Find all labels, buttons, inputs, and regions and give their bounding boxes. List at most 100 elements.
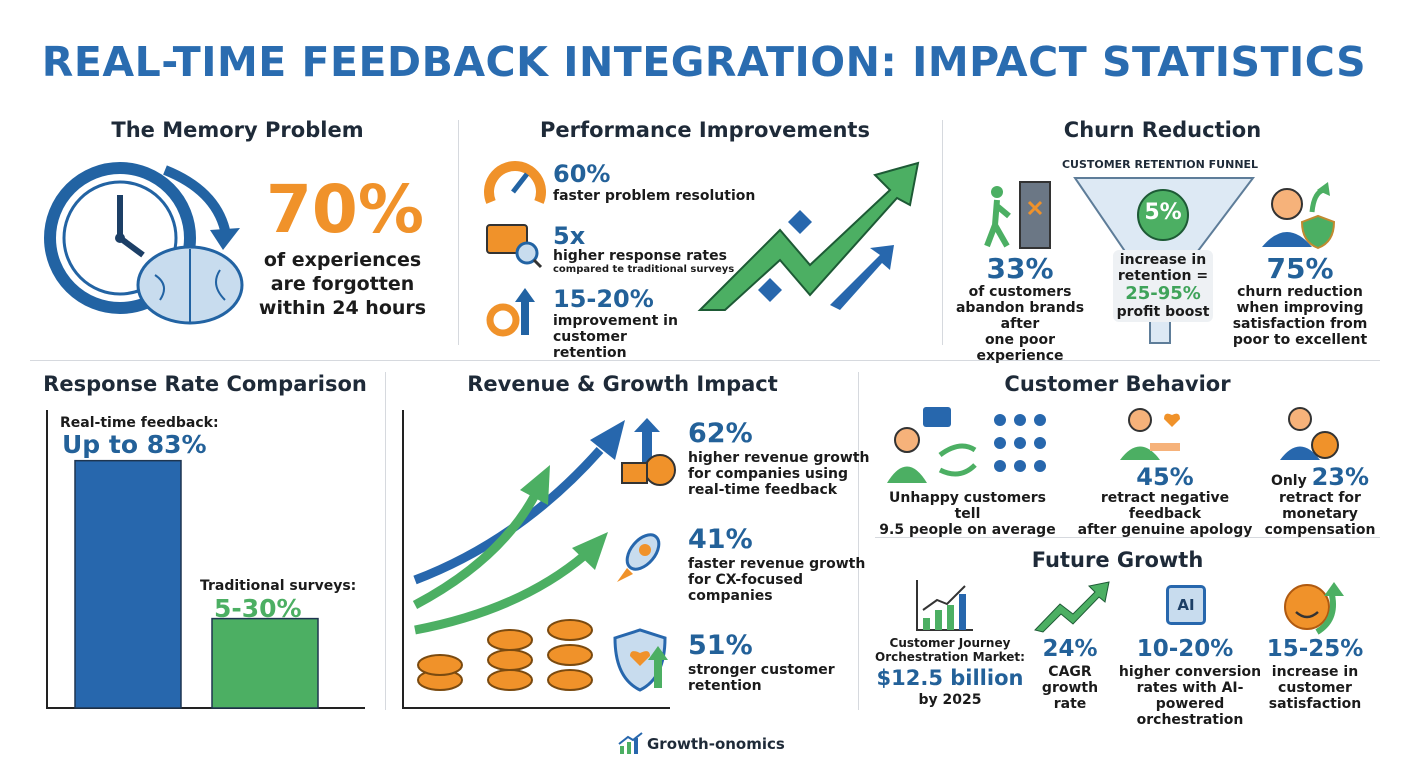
stat-value: 60% (553, 160, 611, 188)
stat-prelabel: Customer Journey Orchestration Market: (875, 636, 1025, 664)
happy-customer-shield-icon (1262, 182, 1336, 250)
stat-value: 5x (553, 222, 586, 250)
text-line: satisfaction from (1232, 316, 1368, 332)
revenue-heading: Revenue & Growth Impact (467, 372, 778, 396)
brain-icon (136, 245, 244, 325)
text-line: 9.5 people on average (879, 522, 1056, 538)
divider (942, 120, 943, 345)
text-line: within 24 hours (258, 297, 427, 319)
text-line: of experiences (263, 249, 422, 271)
text-line: higher revenue growth (688, 450, 870, 466)
text-line: retention (688, 678, 762, 694)
page-title: REAL-TIME FEEDBACK INTEGRATION: IMPACT S… (41, 38, 1367, 86)
handshake-heart-icon (1120, 408, 1180, 460)
stat-prefix: Only (1270, 473, 1312, 489)
revenue-growth-arrows-illustration (402, 410, 670, 709)
text-line: real-time feedback (688, 482, 838, 498)
stat-value: 23% (1311, 463, 1370, 491)
text-line: increase in (1271, 664, 1359, 680)
stat-value: 45% (1136, 463, 1194, 491)
text-line: retract negative feedback (1100, 490, 1230, 522)
divider (858, 372, 859, 710)
stat-value-line: Only 23% (1255, 463, 1385, 491)
text-line: are forgotten (270, 273, 415, 295)
brand-logo-icon (618, 732, 643, 754)
performance-heading: Performance Improvements (540, 118, 870, 142)
text-line: customer (1278, 680, 1352, 696)
bar-1 (74, 459, 182, 709)
text-line: increase in (1119, 252, 1207, 268)
divider (875, 537, 1380, 538)
memory-text: of experiences are forgotten within 24 h… (245, 248, 440, 320)
stat-value: 62% (688, 418, 753, 449)
shield-heart-icon (613, 628, 668, 692)
profit-stat: 25-95% (1125, 283, 1201, 304)
text-line: retract for monetary (1279, 490, 1361, 522)
text-line: for CX-focused (688, 572, 804, 588)
stat-label: faster revenue growth for CX-focused compa… (688, 556, 865, 604)
growth-arrow-icon (697, 161, 920, 311)
response-heading: Response Rate Comparison (43, 372, 367, 396)
market-chart-icon (916, 580, 973, 631)
stat-label: retract negative feedback after genuine a… (1065, 490, 1265, 538)
coins-arrow-icon (621, 418, 676, 486)
stat-value: 10-20% (1136, 636, 1234, 662)
text-line: for companies using (688, 466, 849, 482)
brand-name: Growth-onomics (647, 735, 785, 753)
text-line: CAGR growth (1041, 664, 1099, 696)
funnel-caption: increase in retention = 25-95% profit bo… (1113, 250, 1213, 322)
bar-category-label: Real-time feedback: (60, 415, 219, 431)
stat-value: 24% (1042, 636, 1098, 662)
stat-label: stronger customer retention (688, 662, 835, 694)
stat-label: higher conversion rates with AI-powered or… (1115, 664, 1265, 728)
stat-value: 15-20% (553, 285, 654, 313)
text-line: of customers (968, 284, 1072, 300)
response-bar-chart (46, 410, 365, 709)
text-line: compensation (1264, 522, 1376, 538)
rocket-icon (617, 533, 661, 582)
stat-sublabel: compared te traditional surveys (553, 264, 735, 275)
bar-2 (211, 617, 319, 709)
text-line: retention = (1117, 268, 1209, 284)
chat-search-icon (486, 224, 543, 269)
churn-heading: Churn Reduction (1063, 118, 1262, 142)
ai-chip-icon: AI (1166, 585, 1206, 625)
stat-label: Unhappy customers tell 9.5 people on aver… (875, 490, 1060, 538)
text-line: when improving (1236, 300, 1364, 316)
text-line: companies (688, 588, 773, 604)
speedometer-icon (484, 161, 546, 204)
stat-label: retract for monetary compensation (1245, 490, 1395, 538)
stat-value: 15-25% (1266, 636, 1364, 662)
stat-label: of customers abandon brands after one poor… (945, 284, 1095, 364)
memory-stat: 70% (266, 171, 424, 248)
text-line: abandon brands after (955, 300, 1085, 332)
stat-label: higher revenue growth for companies using… (688, 450, 870, 498)
stat-label: improvement in customer retention (553, 313, 678, 361)
memory-heading: The Memory Problem (111, 118, 364, 142)
walking-out-door-icon (984, 181, 1051, 249)
text-line: Customer Journey (889, 636, 1011, 650)
stat-value: $12.5 billion (876, 666, 1024, 690)
behavior-heading: Customer Behavior (1004, 372, 1231, 396)
gear-arrow-icon (486, 288, 535, 337)
text-line: stronger customer (688, 662, 835, 678)
stat-label: churn reduction when improving satisfactio… (1230, 284, 1370, 348)
text-line: rates with AI-powered (1136, 680, 1244, 712)
bar-category-label: Traditional surveys: (200, 578, 357, 594)
funnel-stat: 5% (1144, 200, 1182, 225)
stat-value: 41% (688, 524, 753, 555)
text-line: poor to excellent (1232, 332, 1368, 348)
text-line: one poor experience (976, 332, 1064, 364)
text-line: faster revenue growth (688, 556, 866, 572)
stat-label: by 2025 (918, 692, 982, 708)
text-line: satisfaction (1268, 696, 1362, 712)
bar-value-label: Up to 83% (62, 430, 207, 459)
text-line: after genuine apology (1077, 522, 1253, 538)
text-line: higher conversion (1118, 664, 1262, 680)
stat-value: 51% (688, 630, 753, 661)
bar-value-label: 5-30% (214, 594, 302, 623)
future-heading: Future Growth (1031, 548, 1204, 572)
smiley-arrow-icon (1284, 582, 1344, 635)
text-line: profit boost (1116, 304, 1210, 320)
word-of-mouth-icon (887, 407, 1046, 483)
